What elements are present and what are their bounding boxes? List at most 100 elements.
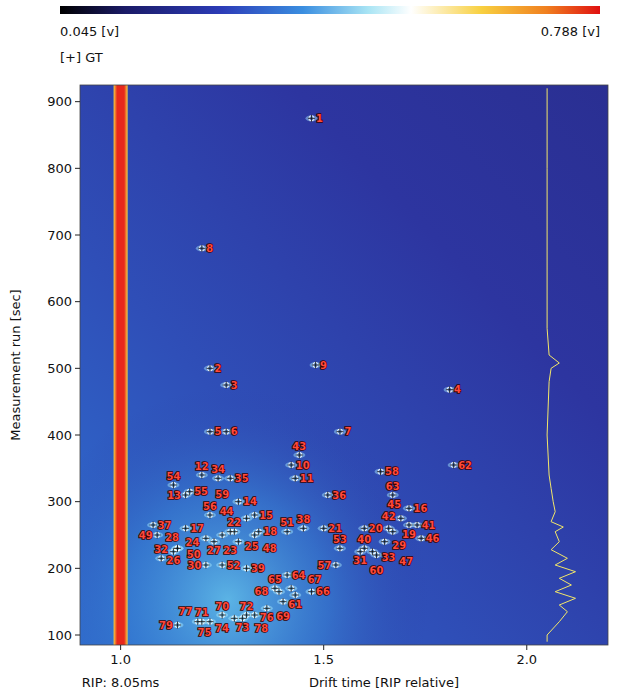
- peak-marker: [381, 538, 388, 545]
- marker-circle: [321, 526, 326, 531]
- peak-glow: [289, 592, 301, 598]
- peak-marker: [227, 528, 234, 535]
- marker-cross: [308, 588, 315, 595]
- peak-marker: [198, 245, 205, 252]
- marker-circle: [159, 556, 164, 561]
- marker-circle: [390, 492, 395, 497]
- marker-circle: [447, 387, 452, 392]
- peak-marker: [361, 525, 368, 532]
- peak-glow: [204, 512, 216, 518]
- y-tick: [75, 301, 80, 302]
- peak-label: 72: [240, 601, 254, 612]
- marker-circle: [415, 522, 420, 527]
- peak-marker: [158, 555, 165, 562]
- marker-circle: [183, 526, 188, 531]
- colorbar-label: 0.045 [v]: [60, 24, 119, 39]
- peak-label: 41: [422, 520, 436, 531]
- marker-cross: [215, 475, 222, 482]
- marker-circle: [337, 546, 342, 551]
- peak-marker: [397, 515, 404, 522]
- marker-circle: [252, 512, 257, 517]
- marker-circle: [285, 529, 290, 534]
- marker-circle: [236, 499, 241, 504]
- peak-marker: [276, 588, 283, 595]
- plot-frame: [80, 85, 608, 645]
- peak-label: 79: [159, 620, 173, 631]
- y-tick-label: 500: [47, 361, 72, 376]
- peak-marker: [446, 386, 453, 393]
- marker-cross: [308, 115, 315, 122]
- peak-marker: [296, 452, 303, 459]
- peak-glow: [261, 605, 273, 611]
- y-tick-label: 600: [47, 294, 72, 309]
- x-tick-label: 1.5: [313, 652, 334, 667]
- marker-cross: [389, 528, 396, 535]
- peak-label: 15: [259, 510, 273, 521]
- peak-marker: [373, 552, 380, 559]
- peak-marker: [369, 548, 376, 555]
- peak-glow: [395, 515, 407, 521]
- peak-label: 36: [332, 490, 346, 501]
- marker-circle: [309, 116, 314, 121]
- marker-circle: [175, 546, 180, 551]
- peak-label: 35: [235, 473, 249, 484]
- peak-label: 76: [260, 612, 274, 623]
- marker-cross: [231, 615, 238, 622]
- marker-cross: [405, 522, 412, 529]
- peak-label: 60: [370, 565, 384, 576]
- marker-circle: [228, 476, 233, 481]
- marker-circle: [301, 526, 306, 531]
- annotation: [+] GT: [60, 50, 103, 65]
- y-tick: [75, 168, 80, 169]
- peak-label: 13: [167, 490, 181, 501]
- peak-label: 49: [139, 530, 153, 541]
- peak-label: 25: [245, 541, 259, 552]
- marker-cross: [206, 512, 213, 519]
- peak-label: 46: [426, 533, 440, 544]
- peak-label: 1: [316, 113, 323, 124]
- marker-cross: [182, 525, 189, 532]
- peak-label: 78: [254, 623, 268, 634]
- peak-marker: [243, 515, 250, 522]
- marker-circle: [232, 616, 237, 621]
- peak-marker: [174, 622, 181, 629]
- peak-label: 73: [236, 622, 250, 633]
- peak-label: 58: [385, 466, 399, 477]
- marker-cross: [174, 545, 181, 552]
- marker-circle: [378, 469, 383, 474]
- peak-label: 10: [296, 460, 310, 471]
- marker-cross: [389, 492, 396, 499]
- marker-circle: [224, 382, 229, 387]
- marker-circle: [220, 612, 225, 617]
- peak-marker: [292, 475, 299, 482]
- marker-circle: [325, 492, 330, 497]
- marker-circle: [207, 512, 212, 517]
- marker-cross: [223, 428, 230, 435]
- marker-circle: [203, 536, 208, 541]
- marker-circle: [207, 619, 212, 624]
- peak-marker: [418, 535, 425, 542]
- peak-label: 64: [292, 570, 306, 581]
- marker-cross: [263, 605, 270, 612]
- peak-marker: [312, 362, 319, 369]
- peak-label: 17: [190, 523, 204, 534]
- marker-cross: [186, 488, 193, 495]
- peak-label: 14: [243, 496, 257, 507]
- peak-marker: [389, 492, 396, 499]
- marker-cross: [219, 562, 226, 569]
- marker-cross: [332, 562, 339, 569]
- marker-circle: [333, 562, 338, 567]
- marker-cross: [150, 522, 157, 529]
- marker-cross: [405, 505, 412, 512]
- marker-circle: [199, 472, 204, 477]
- marker-circle: [207, 429, 212, 434]
- marker-cross: [182, 492, 189, 499]
- peak-label: 74: [215, 623, 229, 634]
- peak-label: 55: [194, 486, 208, 497]
- peak-label: 40: [357, 534, 371, 545]
- marker-circle: [244, 566, 249, 571]
- marker-circle: [215, 476, 220, 481]
- peak-marker: [223, 428, 230, 435]
- peak-marker: [186, 488, 193, 495]
- peak-marker: [336, 545, 343, 552]
